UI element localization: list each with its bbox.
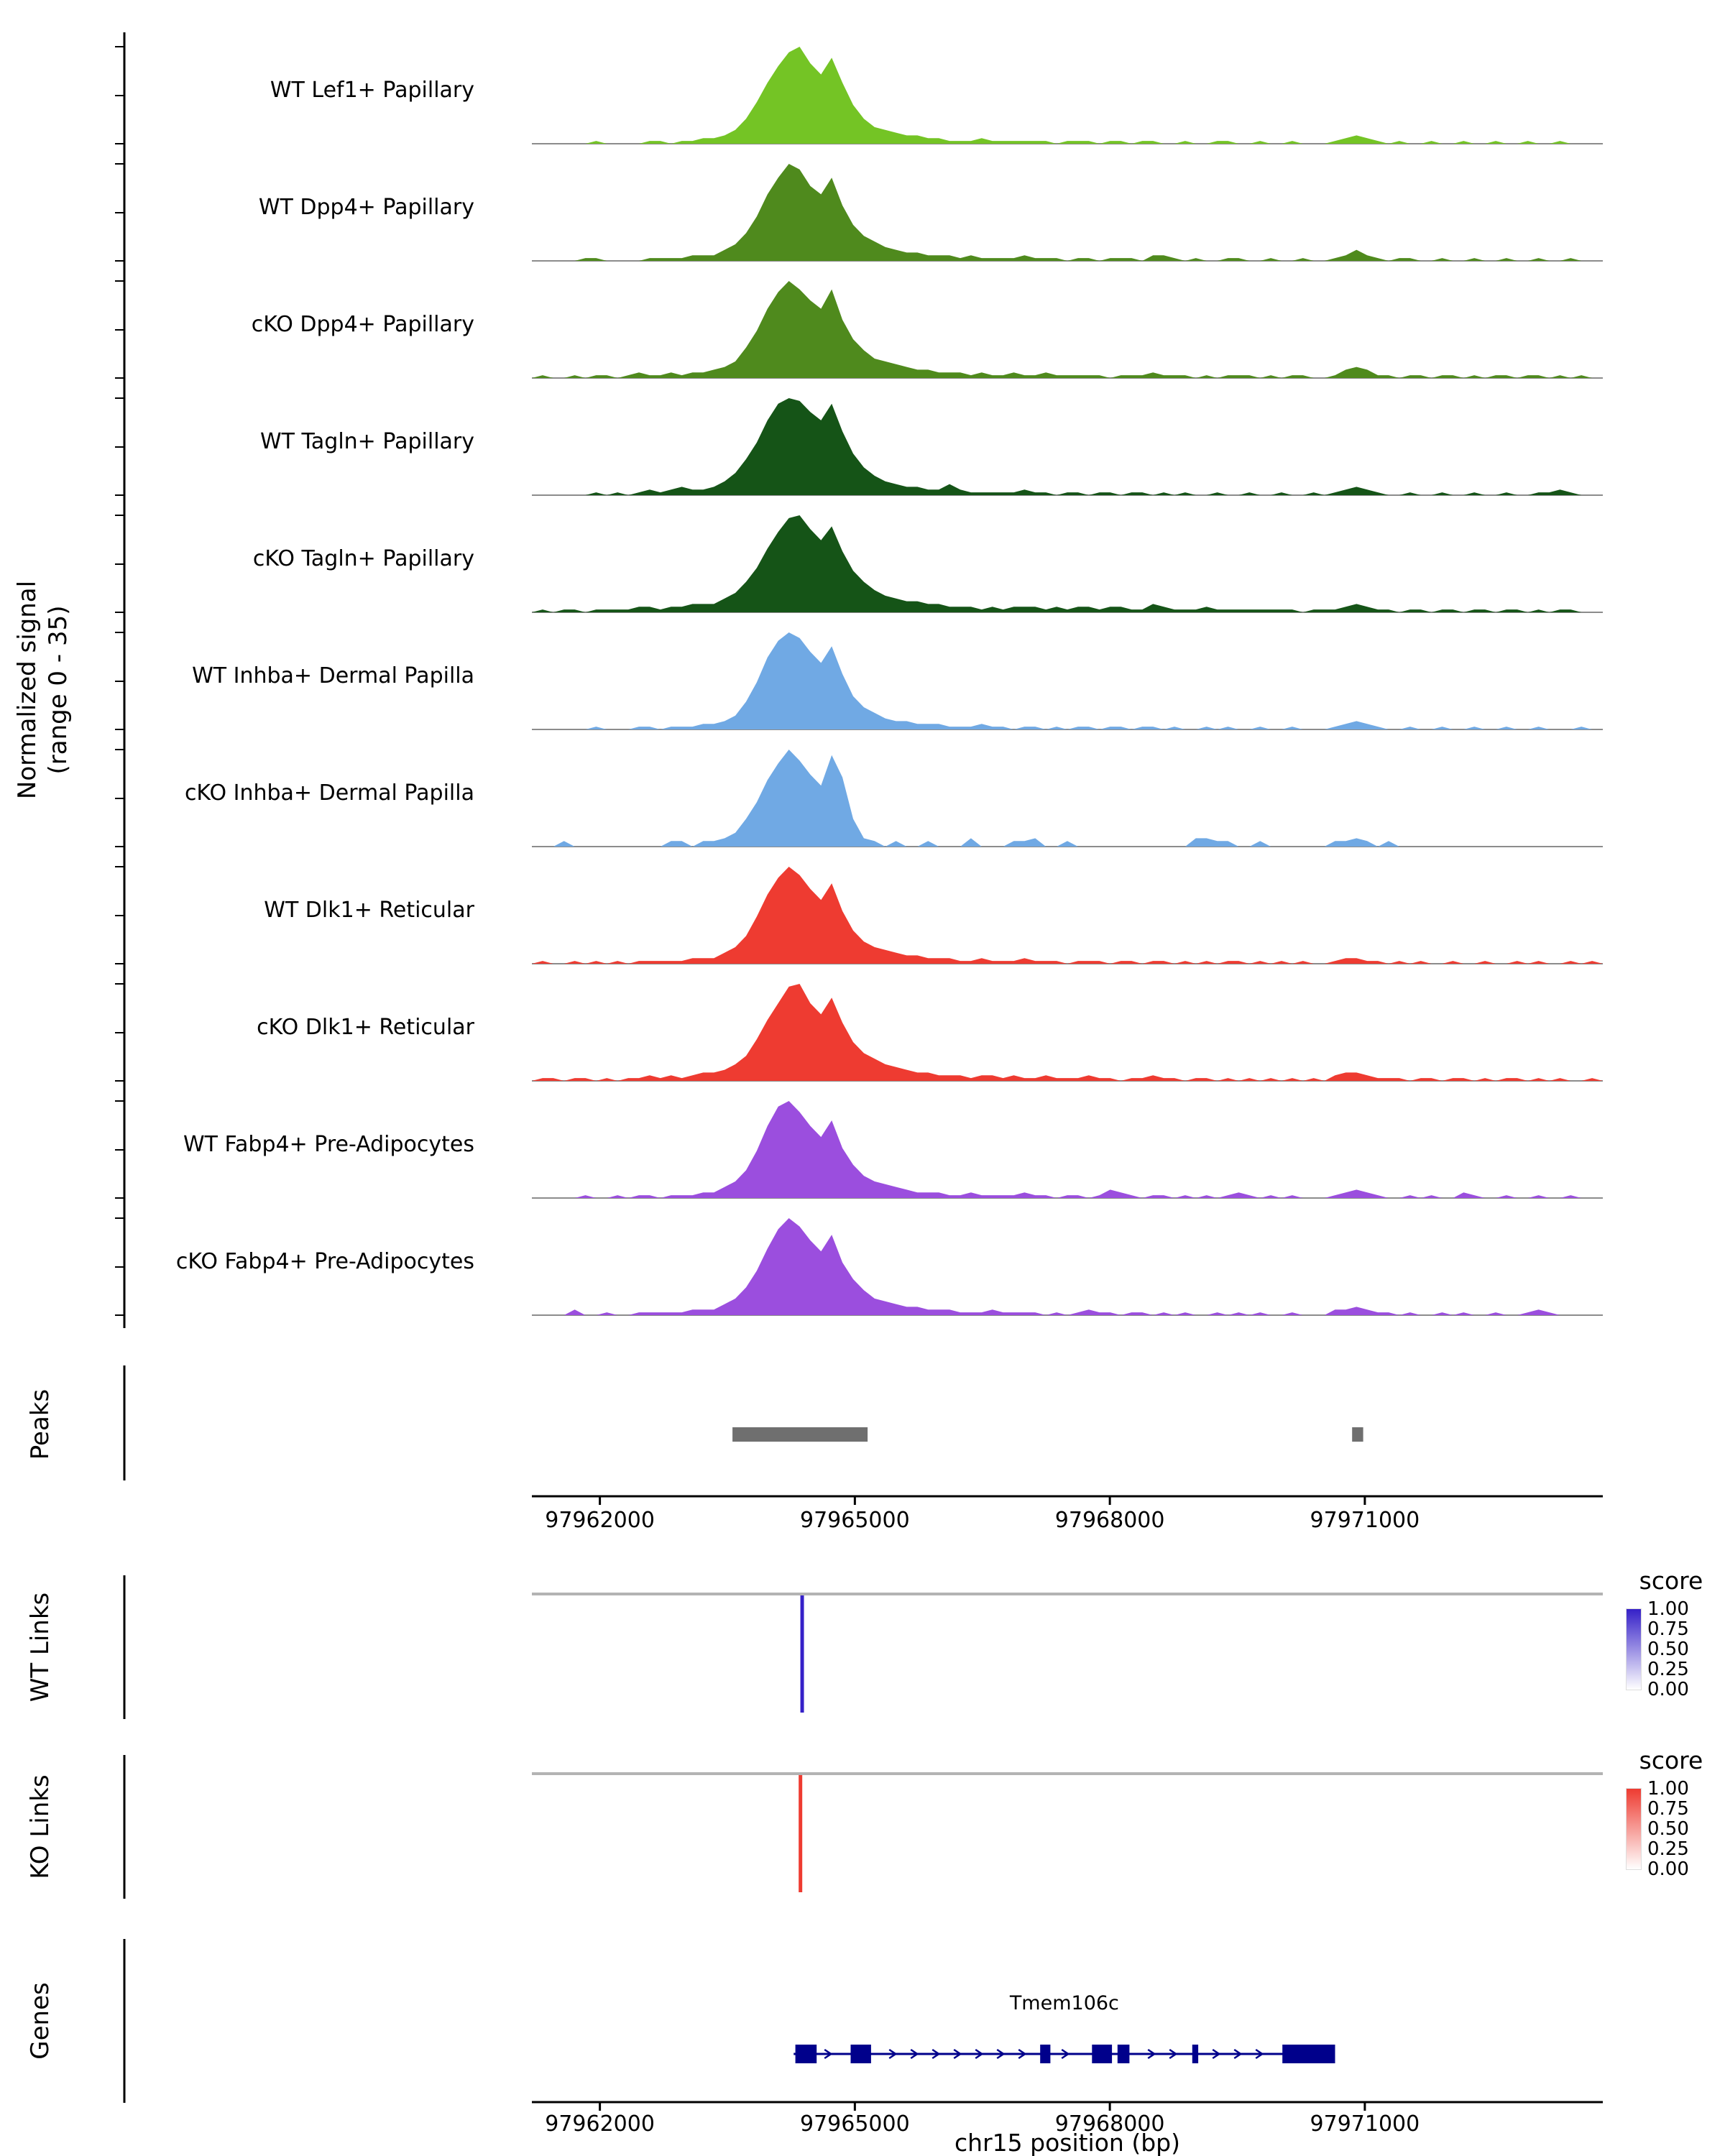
wt-links-panel-label: WT Links xyxy=(26,1592,55,1703)
track-label-6: cKO Inhba+ Dermal Papilla xyxy=(184,780,474,806)
coverage-area-0 xyxy=(532,47,1603,144)
track-label-9: WT Fabp4+ Pre-Adipocytes xyxy=(183,1132,474,1157)
gene-strand-arrow-icon xyxy=(1147,2048,1156,2060)
gene-strand-arrow-icon xyxy=(975,2048,984,2060)
coverage-area-10 xyxy=(532,1218,1603,1315)
track-label-3: WT Tagln+ Papillary xyxy=(260,429,474,454)
ko-legend-tick-2: 0.50 xyxy=(1647,1818,1689,1840)
gene-name: Tmem106c xyxy=(1009,1992,1119,2014)
peaks-panel-label: Peaks xyxy=(26,1388,55,1460)
gene-exon-3 xyxy=(1092,2045,1113,2063)
gene-exon-5 xyxy=(1192,2045,1199,2063)
coverage-area-2 xyxy=(532,281,1603,378)
coverage-area-9 xyxy=(532,1101,1603,1198)
coverage-area-5 xyxy=(532,632,1603,729)
x-axis-tick-label-bottom-3: 97971000 xyxy=(1310,2111,1420,2137)
track-label-8: cKO Dlk1+ Reticular xyxy=(257,1015,474,1040)
ko-legend-tick-4: 0.00 xyxy=(1647,1858,1689,1880)
track-label-7: WT Dlk1+ Reticular xyxy=(264,898,474,923)
ko-legend-gradient xyxy=(1626,1788,1642,1870)
gene-strand-arrow-icon xyxy=(932,2048,941,2060)
x-axis-tick-label-bottom-0: 97962000 xyxy=(545,2111,655,2137)
x-axis-tick-label-top-0: 97962000 xyxy=(545,1508,655,1533)
coverage-area-1 xyxy=(532,164,1603,261)
peak-interval-0 xyxy=(732,1427,868,1442)
ko-legend-tick-3: 0.25 xyxy=(1647,1838,1689,1860)
ko-links-panel-label: KO Links xyxy=(26,1774,55,1879)
track-label-2: cKO Dpp4+ Papillary xyxy=(251,312,474,337)
coverage-area-6 xyxy=(532,750,1603,847)
gene-exon-1 xyxy=(850,2045,871,2063)
y-axis-label: Normalized signal (range 0 - 35) xyxy=(12,528,77,852)
gene-strand-arrow-icon xyxy=(1212,2048,1221,2060)
gene-strand-arrow-icon xyxy=(1018,2048,1027,2060)
gene-strand-arrow-icon xyxy=(888,2048,898,2060)
genes-panel-label: Genes xyxy=(26,1982,55,2060)
track-label-0: WT Lef1+ Papillary xyxy=(270,78,474,103)
ko-legend-tick-1: 0.75 xyxy=(1647,1798,1689,1820)
gene-exon-2 xyxy=(1040,2045,1051,2063)
x-axis-tick-label-top-2: 97968000 xyxy=(1054,1508,1165,1533)
wt-legend-tick-2: 0.50 xyxy=(1647,1639,1689,1660)
gene-strand-arrow-icon xyxy=(996,2048,1006,2060)
peak-interval-1 xyxy=(1352,1427,1363,1442)
wt-legend-tick-1: 0.75 xyxy=(1647,1618,1689,1640)
ko-score-legend-title: score xyxy=(1639,1746,1703,1774)
gene-strand-arrow-icon xyxy=(910,2048,919,2060)
x-axis-tick-label-bottom-1: 97965000 xyxy=(800,2111,910,2137)
track-label-10: cKO Fabp4+ Pre-Adipocytes xyxy=(175,1249,474,1274)
gene-exon-4 xyxy=(1117,2045,1130,2063)
coverage-area-7 xyxy=(532,867,1603,964)
wt-score-legend-title: score xyxy=(1639,1567,1703,1595)
gene-strand-arrow-icon xyxy=(953,2048,962,2060)
coverage-area-8 xyxy=(532,984,1603,1081)
gene-strand-arrow-icon xyxy=(824,2048,833,2060)
wt-legend-tick-3: 0.25 xyxy=(1647,1659,1689,1680)
x-axis-tick-label-bottom-2: 97968000 xyxy=(1054,2111,1165,2137)
x-axis-tick-label-top-3: 97971000 xyxy=(1310,1508,1420,1533)
track-label-5: WT Inhba+ Dermal Papilla xyxy=(192,663,474,688)
coverage-area-3 xyxy=(532,398,1603,495)
gene-strand-arrow-icon xyxy=(1255,2048,1264,2060)
track-label-1: WT Dpp4+ Papillary xyxy=(258,195,474,220)
y-axis-label-line2: (range 0 - 35) xyxy=(43,605,73,775)
y-axis-label-line1: Normalized signal xyxy=(13,580,42,800)
gene-exon-0 xyxy=(795,2045,817,2063)
gene-strand-arrow-icon xyxy=(1233,2048,1243,2060)
track-label-4: cKO Tagln+ Papillary xyxy=(252,546,474,571)
wt-legend-gradient xyxy=(1626,1608,1642,1690)
gene-strand-arrow-icon xyxy=(1169,2048,1178,2060)
gene-strand-arrow-icon xyxy=(1061,2048,1070,2060)
x-axis-title: chr15 position (bp) xyxy=(954,2129,1180,2156)
wt-legend-tick-0: 1.00 xyxy=(1647,1598,1689,1620)
coverage-area-4 xyxy=(532,515,1603,612)
wt-legend-tick-4: 0.00 xyxy=(1647,1679,1689,1700)
gene-exon-6 xyxy=(1282,2045,1335,2063)
x-axis-tick-label-top-1: 97965000 xyxy=(800,1508,910,1533)
ko-legend-tick-0: 1.00 xyxy=(1647,1778,1689,1800)
